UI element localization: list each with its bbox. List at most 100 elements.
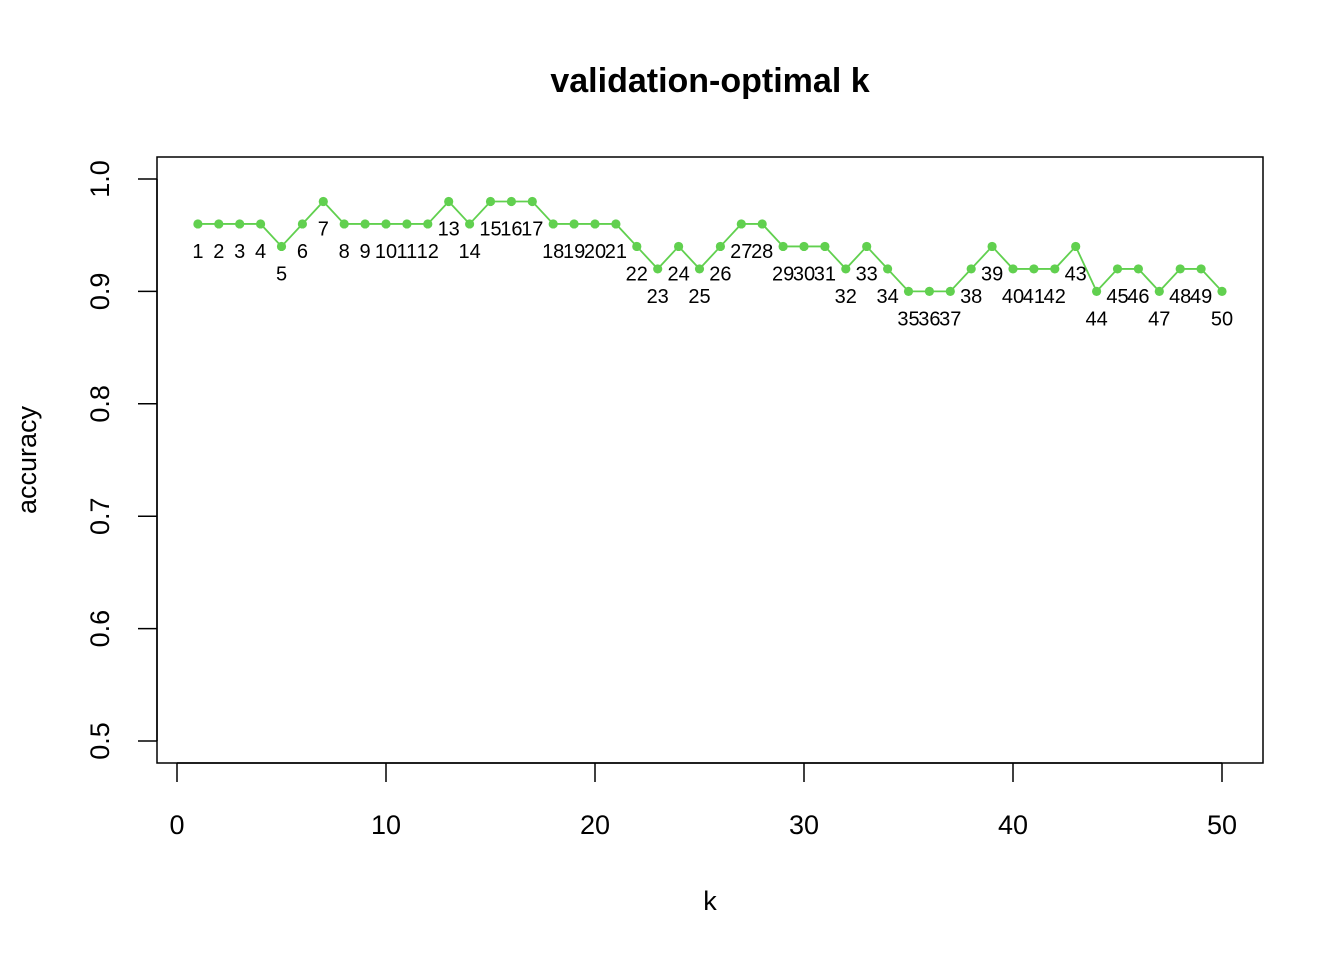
point-label: 40	[1002, 286, 1024, 308]
chart-title: validation-optimal k	[550, 62, 869, 100]
data-point	[1029, 264, 1039, 274]
data-point	[276, 241, 287, 252]
x-tick-label: 20	[580, 810, 610, 840]
data-point	[297, 219, 307, 229]
data-point	[715, 241, 726, 252]
data-point	[444, 196, 454, 207]
point-label: 41	[1023, 286, 1045, 308]
data-point	[862, 241, 872, 252]
point-label: 17	[521, 218, 543, 240]
point-label: 43	[1065, 263, 1087, 285]
data-point	[820, 241, 830, 252]
data-point	[235, 219, 245, 229]
y-tick-label: 0.7	[85, 497, 115, 535]
x-tick-label: 10	[371, 810, 401, 840]
data-point	[1196, 264, 1206, 274]
point-label: 34	[876, 286, 898, 308]
data-point	[590, 219, 600, 229]
point-label: 30	[793, 263, 815, 285]
y-axis-label: accuracy	[12, 405, 42, 514]
data-point	[924, 286, 935, 296]
point-label: 50	[1211, 308, 1233, 330]
data-point	[653, 264, 663, 274]
point-label: 46	[1127, 286, 1149, 308]
point-label: 22	[626, 263, 648, 285]
data-point	[1050, 264, 1060, 274]
data-point	[548, 219, 558, 229]
point-label: 13	[438, 218, 460, 240]
data-point	[360, 219, 370, 229]
data-point	[611, 219, 621, 229]
x-tick-label: 30	[789, 810, 819, 840]
plot-frame	[156, 156, 1264, 764]
y-tick-label: 1.0	[85, 160, 115, 198]
point-label: 47	[1148, 308, 1170, 330]
data-point	[632, 241, 642, 252]
data-point	[674, 241, 684, 252]
data-point	[1175, 264, 1185, 274]
data-point	[883, 264, 893, 274]
point-label: 33	[856, 263, 878, 285]
point-label: 4	[255, 241, 266, 263]
point-label: 45	[1106, 286, 1128, 308]
y-tick-label: 0.9	[85, 273, 115, 311]
point-label: 12	[417, 241, 439, 263]
x-tick-label: 50	[1207, 810, 1237, 840]
data-point	[339, 219, 349, 229]
point-label: 24	[667, 263, 689, 285]
data-point	[1071, 241, 1081, 252]
data-point	[1008, 264, 1018, 274]
data-point	[193, 219, 203, 229]
point-label: 38	[960, 286, 982, 308]
data-point	[966, 264, 976, 274]
data-point	[402, 219, 412, 229]
point-label: 29	[772, 263, 794, 285]
data-point	[945, 286, 955, 296]
point-label: 10	[375, 241, 397, 263]
data-point	[1112, 264, 1123, 274]
point-label: 35	[897, 308, 919, 330]
y-tick-label: 0.5	[85, 722, 115, 760]
data-point	[1133, 264, 1143, 274]
point-label: 36	[918, 308, 940, 330]
data-point	[381, 219, 391, 229]
data-point	[1092, 286, 1102, 296]
point-label: 9	[360, 241, 371, 263]
point-label: 26	[709, 263, 731, 285]
data-point	[569, 219, 579, 229]
point-label: 1	[192, 241, 203, 263]
x-tick-label: 40	[998, 810, 1028, 840]
data-point	[757, 219, 767, 229]
y-tick-label: 0.6	[85, 610, 115, 648]
point-label: 31	[814, 263, 836, 285]
point-label: 8	[339, 241, 350, 263]
point-label: 28	[751, 241, 773, 263]
point-label: 49	[1190, 286, 1212, 308]
point-label: 15	[479, 218, 501, 240]
point-label: 11	[397, 241, 418, 263]
point-label: 18	[542, 241, 564, 263]
point-label: 3	[234, 241, 245, 263]
point-label: 7	[318, 218, 329, 240]
data-point	[841, 264, 851, 274]
x-axis-label: k	[703, 886, 717, 916]
point-label: 6	[297, 241, 308, 263]
point-label: 5	[276, 263, 287, 285]
point-label: 23	[647, 286, 669, 308]
point-label: 39	[981, 263, 1003, 285]
data-point	[778, 241, 788, 252]
point-label: 2	[213, 241, 224, 263]
point-label: 16	[500, 218, 522, 240]
data-point	[214, 219, 224, 229]
point-label: 19	[563, 241, 585, 263]
data-point	[987, 241, 997, 252]
data-point	[527, 196, 537, 207]
point-label: 37	[939, 308, 961, 330]
x-ticks: 0 10 20 30 40 50	[169, 763, 1237, 840]
point-label: 25	[688, 286, 710, 308]
data-point	[256, 219, 266, 229]
point-label: 14	[458, 241, 480, 263]
point-label: 21	[605, 241, 627, 263]
